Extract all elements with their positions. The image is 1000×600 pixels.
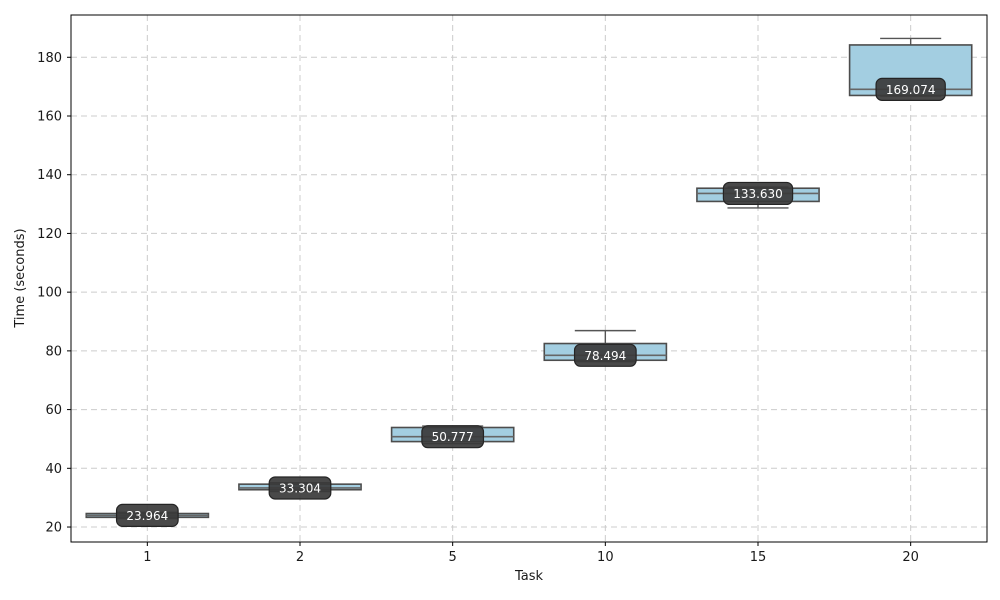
y-axis-title: Time (seconds) <box>13 228 28 328</box>
median-label-task-20: 169.074 <box>875 77 946 101</box>
x-axis-title: Task <box>514 569 544 584</box>
median-label-box <box>875 77 946 101</box>
y-tick-label: 80 <box>45 344 62 359</box>
median-label-text: 50.777 <box>432 430 474 444</box>
x-tick-label: 20 <box>902 550 919 565</box>
median-label-text: 169.074 <box>886 83 936 97</box>
median-label-box <box>421 425 485 449</box>
median-label-text: 133.630 <box>733 187 783 201</box>
median-label-box <box>115 503 179 527</box>
y-tick-label: 160 <box>37 109 62 124</box>
y-tick-label: 180 <box>37 51 62 66</box>
plot-border <box>70 14 988 543</box>
median-label-task-15: 133.630 <box>722 181 794 206</box>
median-label-task-1: 23.964 <box>115 503 179 527</box>
median-label-box <box>722 181 794 206</box>
y-tick-label: 120 <box>37 227 62 242</box>
median-label-task-2: 33.304 <box>268 476 332 500</box>
median-label-box <box>268 476 332 500</box>
median-label-task-5: 50.777 <box>421 425 485 449</box>
y-tick-label: 140 <box>37 168 62 183</box>
y-tick-label: 100 <box>37 286 62 301</box>
median-label-task-10: 78.494 <box>573 343 637 367</box>
x-tick-label: 10 <box>597 550 614 565</box>
y-tick-label: 20 <box>45 521 62 536</box>
median-label-text: 78.494 <box>584 349 626 363</box>
median-label-text: 23.964 <box>126 509 168 523</box>
median-label-text: 33.304 <box>279 481 321 495</box>
x-tick-label: 2 <box>296 550 304 565</box>
y-tick-label: 60 <box>45 403 62 418</box>
x-tick-label: 15 <box>750 550 767 565</box>
y-tick-label: 40 <box>45 462 62 477</box>
x-tick-label: 5 <box>449 550 457 565</box>
median-label-box <box>573 343 637 367</box>
x-tick-label: 1 <box>143 550 151 565</box>
